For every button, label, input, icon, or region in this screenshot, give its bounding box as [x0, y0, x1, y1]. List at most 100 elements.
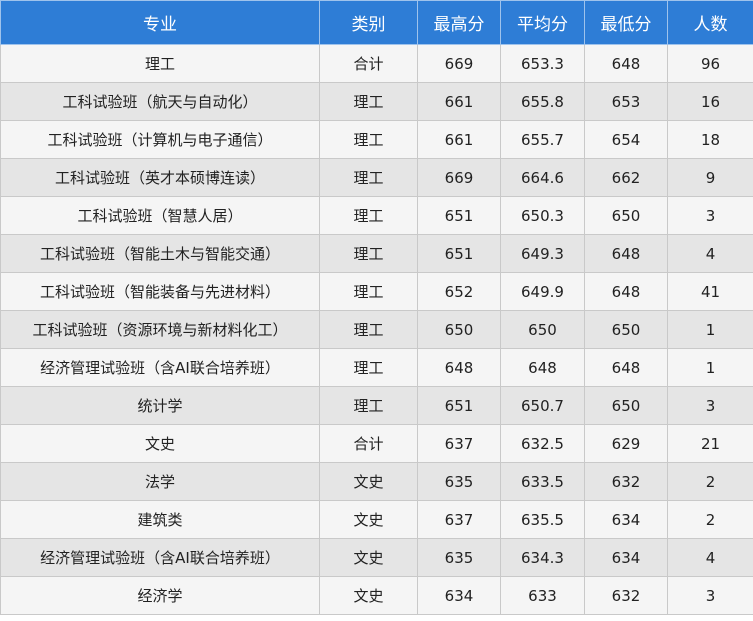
header-category: 类别: [319, 0, 418, 45]
cell-count: 2: [667, 500, 753, 539]
table-row: 工科试验班（智能装备与先进材料） 理工 652 649.9 648 41: [0, 272, 753, 311]
cell-max-score: 661: [417, 82, 501, 121]
cell-category: 理工: [319, 272, 418, 311]
cell-max-score: 637: [417, 500, 501, 539]
header-avg-score: 平均分: [500, 0, 585, 45]
cell-count: 1: [667, 348, 753, 387]
table-row: 建筑类 文史 637 635.5 634 2: [0, 500, 753, 539]
cell-category: 合计: [319, 424, 418, 463]
header-major: 专业: [0, 0, 320, 45]
cell-avg-score: 648: [500, 348, 585, 387]
cell-avg-score: 635.5: [500, 500, 585, 539]
cell-avg-score: 633: [500, 576, 585, 615]
cell-max-score: 652: [417, 272, 501, 311]
cell-avg-score: 655.8: [500, 82, 585, 121]
cell-avg-score: 655.7: [500, 120, 585, 159]
cell-count: 3: [667, 386, 753, 425]
cell-major: 工科试验班（智慧人居）: [0, 196, 320, 235]
cell-major: 文史: [0, 424, 320, 463]
cell-count: 96: [667, 44, 753, 83]
cell-count: 21: [667, 424, 753, 463]
cell-major: 工科试验班（智能土木与智能交通）: [0, 234, 320, 273]
cell-category: 理工: [319, 234, 418, 273]
cell-min-score: 634: [584, 500, 668, 539]
cell-count: 2: [667, 462, 753, 501]
cell-major: 法学: [0, 462, 320, 501]
table-row: 文史 合计 637 632.5 629 21: [0, 424, 753, 463]
cell-min-score: 634: [584, 538, 668, 577]
cell-count: 3: [667, 196, 753, 235]
cell-category: 理工: [319, 196, 418, 235]
cell-min-score: 650: [584, 310, 668, 349]
table-row: 工科试验班（智慧人居） 理工 651 650.3 650 3: [0, 196, 753, 235]
header-max-score: 最高分: [417, 0, 501, 45]
cell-category: 文史: [319, 576, 418, 615]
cell-major: 工科试验班（智能装备与先进材料）: [0, 272, 320, 311]
cell-major: 经济管理试验班（含AI联合培养班）: [0, 538, 320, 577]
table-row: 工科试验班（计算机与电子通信） 理工 661 655.7 654 18: [0, 120, 753, 159]
cell-major: 工科试验班（资源环境与新材料化工）: [0, 310, 320, 349]
header-count: 人数: [667, 0, 753, 45]
table-row: 工科试验班（英才本硕博连读） 理工 669 664.6 662 9: [0, 158, 753, 197]
cell-min-score: 629: [584, 424, 668, 463]
cell-category: 文史: [319, 538, 418, 577]
cell-max-score: 635: [417, 462, 501, 501]
table-header: 专业 类别 最高分 平均分 最低分 人数: [0, 0, 753, 45]
cell-major: 工科试验班（计算机与电子通信）: [0, 120, 320, 159]
cell-major: 经济学: [0, 576, 320, 615]
cell-major: 工科试验班（航天与自动化）: [0, 82, 320, 121]
cell-avg-score: 653.3: [500, 44, 585, 83]
cell-max-score: 650: [417, 310, 501, 349]
table-row: 统计学 理工 651 650.7 650 3: [0, 386, 753, 425]
table-row: 法学 文史 635 633.5 632 2: [0, 462, 753, 501]
cell-max-score: 634: [417, 576, 501, 615]
cell-avg-score: 649.9: [500, 272, 585, 311]
cell-avg-score: 649.3: [500, 234, 585, 273]
cell-category: 理工: [319, 310, 418, 349]
cell-max-score: 669: [417, 44, 501, 83]
cell-avg-score: 650.7: [500, 386, 585, 425]
cell-max-score: 651: [417, 386, 501, 425]
table-row: 工科试验班（智能土木与智能交通） 理工 651 649.3 648 4: [0, 234, 753, 273]
cell-avg-score: 632.5: [500, 424, 585, 463]
cell-major: 经济管理试验班（含AI联合培养班）: [0, 348, 320, 387]
table-row: 经济管理试验班（含AI联合培养班） 文史 635 634.3 634 4: [0, 538, 753, 577]
cell-count: 1: [667, 310, 753, 349]
cell-avg-score: 650.3: [500, 196, 585, 235]
cell-category: 文史: [319, 462, 418, 501]
table-row: 经济学 文史 634 633 632 3: [0, 576, 753, 615]
cell-count: 18: [667, 120, 753, 159]
cell-major: 工科试验班（英才本硕博连读）: [0, 158, 320, 197]
cell-max-score: 648: [417, 348, 501, 387]
cell-min-score: 648: [584, 234, 668, 273]
cell-min-score: 632: [584, 462, 668, 501]
cell-category: 理工: [319, 386, 418, 425]
cell-category: 理工: [319, 82, 418, 121]
cell-min-score: 650: [584, 196, 668, 235]
cell-count: 16: [667, 82, 753, 121]
cell-avg-score: 633.5: [500, 462, 585, 501]
cell-major: 理工: [0, 44, 320, 83]
table-row: 工科试验班（航天与自动化） 理工 661 655.8 653 16: [0, 82, 753, 121]
cell-max-score: 637: [417, 424, 501, 463]
cell-count: 4: [667, 538, 753, 577]
cell-category: 合计: [319, 44, 418, 83]
cell-count: 9: [667, 158, 753, 197]
cell-count: 3: [667, 576, 753, 615]
table-row: 理工 合计 669 653.3 648 96: [0, 44, 753, 83]
table-row: 经济管理试验班（含AI联合培养班） 理工 648 648 648 1: [0, 348, 753, 387]
cell-category: 文史: [319, 500, 418, 539]
cell-avg-score: 664.6: [500, 158, 585, 197]
cell-max-score: 651: [417, 196, 501, 235]
table-row: 工科试验班（资源环境与新材料化工） 理工 650 650 650 1: [0, 310, 753, 349]
cell-min-score: 662: [584, 158, 668, 197]
cell-avg-score: 650: [500, 310, 585, 349]
cell-min-score: 648: [584, 272, 668, 311]
table-body: 理工 合计 669 653.3 648 96 工科试验班（航天与自动化） 理工 661 655.8…: [0, 44, 753, 615]
cell-max-score: 669: [417, 158, 501, 197]
cell-max-score: 661: [417, 120, 501, 159]
cell-max-score: 635: [417, 538, 501, 577]
cell-min-score: 632: [584, 576, 668, 615]
cell-max-score: 651: [417, 234, 501, 273]
